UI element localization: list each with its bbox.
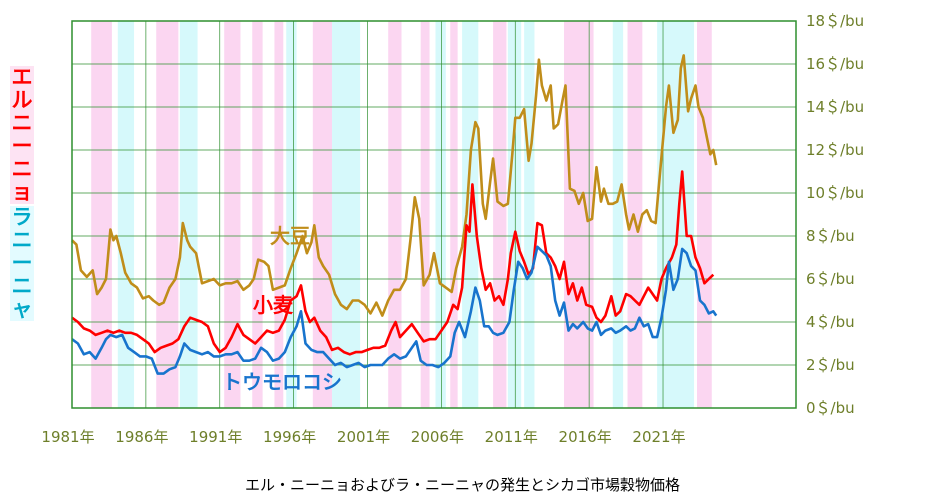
corn-label: トウモロコシ (222, 370, 342, 394)
x-tick-label: 1991年 (189, 428, 242, 446)
y-tick-label: 6＄/bu (806, 270, 855, 288)
x-tick-label: 1986年 (115, 428, 168, 446)
la-nina-band (507, 21, 522, 408)
el-nino-band (697, 21, 712, 408)
wheat-label: 小麦 (253, 293, 294, 317)
el-nino-band (312, 21, 333, 408)
wheat-price-line (71, 170, 715, 356)
el-nino-band (252, 21, 263, 408)
x-tick-label: 2001年 (337, 428, 390, 446)
y-tick-label: 4＄/bu (806, 313, 855, 331)
el-nino-band (156, 21, 179, 408)
el-nino-legend-tag: エルニーニョ (10, 65, 34, 204)
la-nina-band (612, 21, 624, 408)
el-nino-band (420, 21, 430, 408)
y-tick-label: 12＄/bu (806, 141, 864, 159)
x-axis-tick-labels: 1981年 1986年 1991年 1996年 2001年 2006年 2011年 2016年… (41, 428, 685, 446)
x-tick-label: 2011年 (485, 428, 538, 446)
el-nino-band (224, 21, 241, 408)
y-tick-label: 18＄/bu (806, 12, 864, 30)
x-tick-label: 2016年 (559, 428, 612, 446)
x-tick-label: 1981年 (41, 428, 94, 446)
la-nina-band (435, 21, 446, 408)
la-nina-band (117, 21, 135, 408)
el-nino-band (274, 21, 284, 408)
el-nino-band (450, 21, 458, 408)
soybean-label: 大豆 (270, 224, 310, 248)
el-nino-band (388, 21, 402, 408)
la-nina-band (657, 21, 695, 408)
la-nina-band (332, 21, 361, 408)
y-tick-label: 10＄/bu (806, 184, 864, 202)
el-nino-band (564, 21, 594, 408)
y-tick-label: 8＄/bu (806, 227, 855, 245)
soybean-price-line (71, 54, 718, 317)
y-tick-label: 16＄/bu (806, 55, 864, 73)
el-nino-band (91, 21, 112, 408)
el-nino-band (493, 21, 507, 408)
y-tick-label: 14＄/bu (806, 98, 864, 116)
el-nino-band (627, 21, 643, 408)
plot-frame (71, 20, 797, 409)
x-tick-label: 1996年 (263, 428, 316, 446)
y-tick-label: 2＄/bu (806, 356, 855, 374)
chart-caption: エル・ニーニョおよびラ・ニーニャの発生とシカゴ市場穀物価格 (244, 476, 680, 494)
price-series-lines (71, 54, 718, 375)
la-nina-legend-tag: ラニーニャ (10, 205, 34, 321)
la-nina-band (524, 21, 535, 408)
y-axis-tick-labels: 0＄/bu 2＄/bu 4＄/bu 6＄/bu 8＄/bu 10＄/bu 12＄/bu 14＄… (806, 12, 864, 417)
la-nina-band (286, 21, 297, 408)
x-tick-label: 2006年 (411, 428, 464, 446)
grain-price-chart: 0＄/bu 2＄/bu 4＄/bu 6＄/bu 8＄/bu 10＄/bu 12＄/bu 14＄… (41, 12, 864, 446)
y-tick-label: 0＄/bu (806, 399, 855, 417)
la-nina-band (179, 21, 198, 408)
corn-price-line (71, 245, 718, 375)
enso-period-bands (91, 21, 712, 408)
x-tick-label: 2021年 (632, 428, 685, 446)
